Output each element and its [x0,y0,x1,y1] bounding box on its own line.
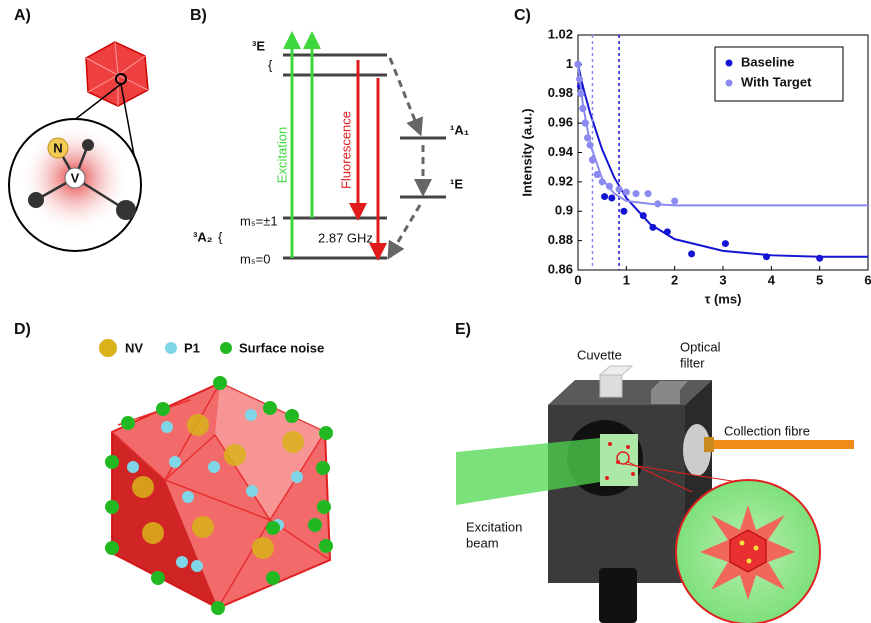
x-tick-label: 3 [719,272,726,287]
point [688,250,695,257]
point [620,208,627,215]
filter-label: Optical [680,339,721,354]
brace: { [218,229,223,244]
point [576,76,583,83]
point [763,253,770,260]
y-tick-label: 0.9 [555,203,573,218]
panel-label: D) [14,321,31,338]
beam-label: beam [466,535,499,550]
level-label: mₛ=0 [240,251,271,266]
figure: A) N V B) ³E { ³A₂ { mₛ=±1 mₛ=0 2.87 GHz [0,0,871,623]
y-tick-label: 0.96 [548,115,573,130]
point [816,255,823,262]
y-axis-label: Intensity (a.u.) [519,108,534,196]
point [601,193,608,200]
point [671,197,678,204]
energy-levels [283,55,446,258]
level-label: ¹E [450,176,463,191]
point [649,224,656,231]
x-tick-label: 2 [671,272,678,287]
point [589,156,596,163]
legend-label: Baseline [741,54,794,69]
cuvette [600,375,622,397]
carbon [116,200,136,220]
y-tick-label: 1.02 [548,26,573,41]
legend-swatch [99,339,117,357]
x-tick-label: 6 [864,272,871,287]
point [664,228,671,235]
point [587,142,594,149]
point [640,212,647,219]
legend-swatch [165,342,177,354]
panel-label: B) [190,7,207,24]
point [606,183,613,190]
box-top [548,380,712,405]
point [575,61,582,68]
panel-d: D) NV P1 Surface noise [14,321,333,615]
cuvette-label: Cuvette [577,347,622,362]
splitting-label: 2.87 GHz [318,230,373,245]
post-holder [599,568,637,623]
panel-b: B) ³E { ³A₂ { mₛ=±1 mₛ=0 2.87 GHz Excita… [190,7,469,266]
x-tick-label: 4 [768,272,776,287]
y-tick-label: 0.94 [548,144,574,159]
y-tick-label: 1 [566,56,573,71]
point [577,90,584,97]
excitation-label: Excitation [274,127,289,183]
atom-label: V [71,170,80,185]
fluorescence-label: Fluorescence [338,111,353,189]
brace: { [268,57,273,72]
fibre-label: Collection fibre [724,423,810,438]
point [599,178,606,185]
y-tick-label: 0.86 [548,261,573,276]
x-tick-label: 5 [816,272,823,287]
point [616,186,623,193]
legend-label: With Target [741,74,812,89]
legend-label: P1 [184,340,200,355]
atom-label: N [53,140,62,155]
legend-label: NV [125,340,143,355]
point [633,190,640,197]
carbon [82,139,94,151]
legend-label: Surface noise [239,340,324,355]
panel-c: C) 0.86 0.88 0.9 0.92 0.94 0.96 0.98 1 1.02 0 1 2 3 4… [514,7,871,306]
panel-e: E) Cuvette Optical filter Collection fib… [455,321,854,623]
point [594,171,601,178]
point [584,134,591,141]
point [608,195,615,202]
isc-arrow [392,205,420,252]
legend-swatch [220,342,232,354]
point [623,189,630,196]
filter-label: filter [680,355,705,370]
x-tick-label: 0 [574,272,581,287]
point [722,240,729,247]
y-tick-label: 0.98 [548,85,573,100]
cuvette-top [600,366,632,375]
level-label: ¹A₁ [450,122,469,137]
y-tick-label: 0.92 [548,173,573,188]
point [645,190,652,197]
isc-arrow [390,58,418,128]
y-tick-label: 0.88 [548,232,573,247]
legend-swatch [726,80,733,87]
beam-label: Excitation [466,519,522,534]
carbon [28,192,44,208]
fibre-connector [704,437,714,452]
panel-label: A) [14,7,31,24]
point [582,120,589,127]
panel-a: A) N V [9,7,148,251]
x-tick-label: 1 [623,272,630,287]
level-label: ³A₂ [193,229,213,244]
panel-label: E) [455,321,471,338]
fibre [714,440,854,449]
legend-swatch [726,60,733,67]
x-axis-label: τ (ms) [705,291,742,306]
level-label: mₛ=±1 [240,213,278,228]
level-label: ³E [252,38,265,53]
point [579,105,586,112]
panel-label: C) [514,7,531,24]
point [654,200,661,207]
